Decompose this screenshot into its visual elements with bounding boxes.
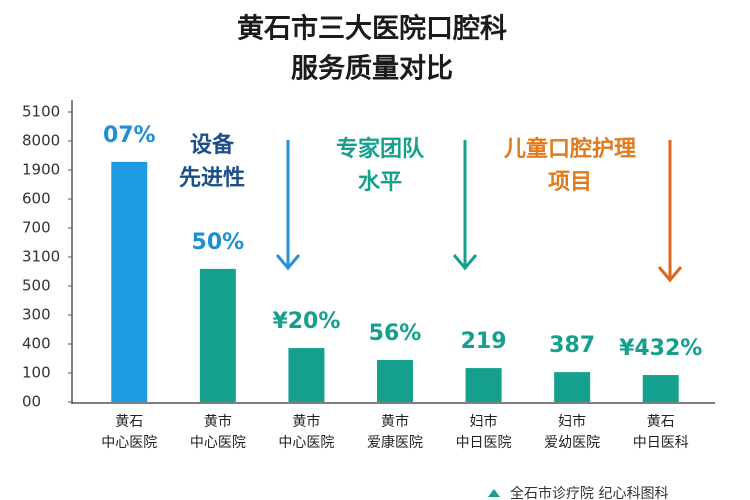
bar-annotation: 56% bbox=[369, 321, 422, 346]
y-tick-label: 700 bbox=[22, 219, 51, 237]
legend-label: 全石市诊疗院 纪心科图科 bbox=[510, 485, 668, 500]
x-tick-label: 黄石 bbox=[647, 413, 675, 430]
bar-annotation: 219 bbox=[461, 329, 507, 354]
x-tick-label: 妇市 bbox=[558, 413, 586, 430]
bar-annotation: 07% bbox=[103, 123, 156, 148]
callout-arrowhead bbox=[657, 266, 683, 283]
y-tick-label: 5100 bbox=[22, 103, 60, 121]
y-tick-label: 1900 bbox=[22, 161, 60, 179]
bar bbox=[554, 372, 591, 402]
callout-arrowhead bbox=[452, 254, 478, 271]
y-tick-label: 600 bbox=[22, 190, 51, 208]
bar-annotation: 387 bbox=[549, 333, 595, 358]
callout-arrowhead bbox=[275, 254, 301, 271]
bar bbox=[199, 268, 236, 402]
x-tick-label: 爱幼医院 bbox=[544, 435, 600, 451]
legend-marker bbox=[488, 489, 500, 497]
chart-title: 黄石市三大医院口腔科 bbox=[237, 13, 507, 45]
x-tick-label: 中心医院 bbox=[190, 435, 246, 451]
x-tick-label: 黄市 bbox=[204, 413, 232, 430]
bar-annotation: ¥20% bbox=[272, 309, 340, 334]
x-tick-label: 黄市 bbox=[292, 413, 320, 430]
bar bbox=[288, 348, 325, 402]
callout-text: 设备 bbox=[190, 132, 235, 158]
x-tick-label: 爱康医院 bbox=[367, 434, 423, 451]
x-tick-label: 黄市 bbox=[381, 413, 409, 430]
x-tick-label: 中日医院 bbox=[456, 435, 512, 451]
bar-annotation: 50% bbox=[192, 230, 245, 255]
x-tick-label: 中心医院 bbox=[278, 435, 334, 451]
x-tick-label: 黄石 bbox=[115, 413, 143, 430]
callout-text: 水平 bbox=[358, 170, 402, 195]
x-tick-label: 中日医科 bbox=[633, 435, 689, 451]
y-tick-label: 8000 bbox=[22, 132, 60, 150]
callout-text: 儿童口腔护理 bbox=[503, 136, 636, 162]
y-tick-label: 3100 bbox=[22, 248, 60, 266]
bar bbox=[465, 368, 502, 402]
x-tick-label: 中心医院 bbox=[101, 435, 157, 451]
bar bbox=[642, 375, 679, 402]
callout-text: 先进性 bbox=[179, 166, 245, 191]
bar bbox=[111, 161, 148, 402]
x-tick-label: 妇市 bbox=[470, 413, 498, 430]
y-tick-label: 500 bbox=[22, 277, 51, 295]
callout-text: 项目 bbox=[548, 170, 592, 195]
callout-text: 专家团队 bbox=[336, 136, 425, 162]
y-tick-label: 400 bbox=[22, 335, 51, 353]
bar-annotation: ¥432% bbox=[619, 336, 702, 361]
y-tick-label: 100 bbox=[22, 364, 51, 382]
bar bbox=[377, 359, 413, 402]
y-tick-label: 300 bbox=[22, 306, 51, 324]
chart-title: 服务质量对比 bbox=[291, 54, 453, 85]
y-tick-label: 00 bbox=[22, 393, 41, 411]
